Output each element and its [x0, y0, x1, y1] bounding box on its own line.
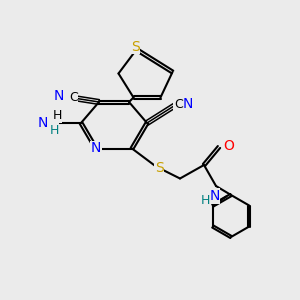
Text: N: N	[38, 116, 48, 130]
Text: O: O	[224, 139, 234, 152]
Text: H: H	[49, 124, 59, 137]
Text: N: N	[209, 189, 220, 203]
Text: H: H	[52, 109, 62, 122]
Text: N: N	[53, 89, 64, 103]
Text: H: H	[201, 194, 210, 206]
Text: C: C	[174, 98, 183, 112]
Text: S: S	[130, 40, 140, 53]
Text: C: C	[69, 91, 78, 104]
Text: N: N	[91, 142, 101, 155]
Text: S: S	[154, 161, 164, 175]
Text: N: N	[182, 97, 193, 110]
